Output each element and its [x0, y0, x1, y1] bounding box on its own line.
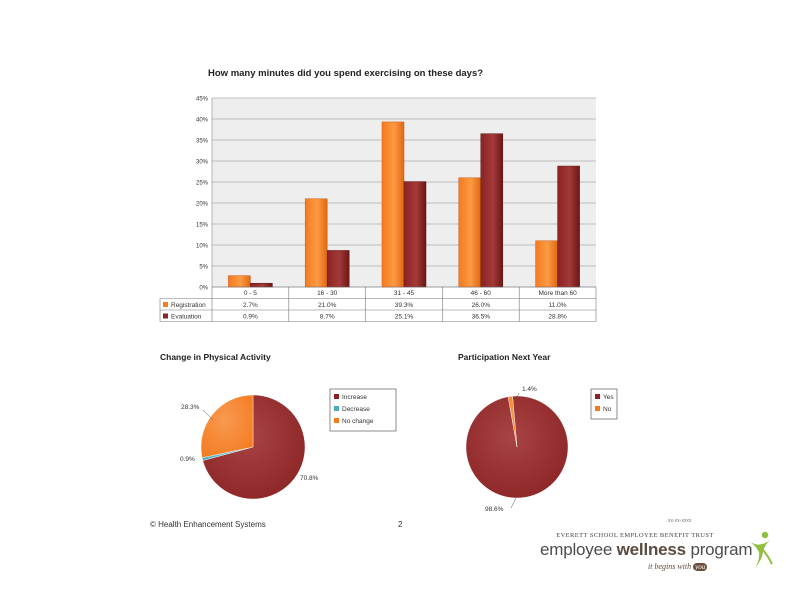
table-cell: 25.1%: [395, 314, 414, 321]
logo-name-part3: program: [685, 540, 753, 559]
pie1-slices: [200, 394, 306, 500]
bar-evaluation-2: [403, 181, 427, 288]
series-name: Registration: [171, 302, 206, 309]
table-cell: 26.0%: [472, 302, 491, 309]
pie2-title: Participation Next Year: [458, 352, 551, 362]
category-label: 46 - 60: [471, 290, 492, 297]
bar-registration-0: [228, 275, 251, 288]
logo-tagline-you: you: [693, 563, 708, 571]
table-cell: 2.7%: [243, 302, 258, 309]
pie-data-label: 98.6%: [485, 506, 504, 513]
bar-evaluation-4: [557, 165, 580, 288]
y-tick-label: 25%: [196, 181, 209, 187]
logo-figure-icon: [750, 531, 773, 568]
footer-note: xx-xx-xxxx: [668, 518, 692, 524]
legend-entry: Increase: [342, 394, 367, 401]
pie-data-label: 28.3%: [181, 404, 200, 411]
category-label: More than 60: [538, 290, 577, 297]
exercise-minutes-bar-chart: How many minutes did you spend exercisin…: [159, 68, 597, 322]
bar-chart-title: How many minutes did you spend exercisin…: [208, 68, 483, 79]
physical-activity-pie-chart: Change in Physical Activity 70.8% 0.9% 28.…: [160, 352, 397, 500]
legend-swatch: [334, 418, 339, 423]
table-cell: 28.8%: [548, 314, 567, 321]
bar-evaluation-0: [250, 282, 273, 288]
table-cell: 8.7%: [320, 314, 335, 321]
leader-line: [510, 497, 517, 509]
bar-registration-1: [304, 198, 328, 288]
logo-program-name: employee wellness program: [540, 540, 753, 560]
pie-data-label: 0.9%: [180, 456, 195, 463]
table-cell: 21.0%: [318, 302, 337, 309]
legend-swatch: [595, 394, 600, 399]
table-legend-key: [163, 302, 168, 307]
wellness-program-logo: EVERETT SCHOOL EMPLOYEE BENEFIT TRUST em…: [540, 531, 780, 582]
page-number: 2: [398, 520, 403, 529]
y-tick-label: 40%: [196, 118, 209, 124]
legend-entry: Decrease: [342, 406, 370, 413]
pie1-legend: Increase Decrease No change: [329, 388, 397, 432]
pie-slice-no-change: [200, 394, 254, 458]
category-label: 31 - 45: [394, 290, 415, 297]
bars: [228, 121, 580, 288]
logo-trust-name: EVERETT SCHOOL EMPLOYEE BENEFIT TRUST: [556, 532, 714, 539]
pie2-legend: Yes No: [590, 388, 618, 420]
y-tick-label: 15%: [196, 223, 209, 229]
logo-name-part2: wellness: [616, 540, 686, 559]
y-tick-label: 0%: [199, 286, 208, 292]
copyright-footer: © Health Enhancement Systems: [150, 520, 266, 529]
pie-data-label: 1.4%: [522, 386, 537, 393]
leader-line: [202, 409, 214, 421]
pie-data-label: 70.8%: [300, 475, 319, 482]
legend-swatch: [595, 406, 600, 411]
series-name: Evaluation: [171, 314, 202, 321]
legend-box: [590, 388, 618, 420]
table-cell: 36.5%: [472, 314, 491, 321]
table-cell: 11.0%: [549, 302, 567, 309]
pie-slice-increase: [202, 394, 306, 500]
y-tick-label: 45%: [196, 97, 209, 103]
table-cell: 0.9%: [243, 314, 258, 321]
y-tick-label: 5%: [199, 265, 208, 271]
y-tick-label: 30%: [196, 160, 209, 166]
y-tick-label: 10%: [196, 244, 209, 250]
pie1-title: Change in Physical Activity: [160, 352, 271, 362]
category-label: 0 - 5: [244, 290, 257, 297]
bar-registration-4: [535, 240, 558, 288]
legend-entry: No: [603, 406, 612, 413]
bar-registration-3: [458, 177, 482, 288]
bar-evaluation-1: [326, 250, 350, 288]
table-legend-key: [163, 313, 168, 319]
pie2-data-labels: 98.6% 1.4%: [485, 386, 537, 513]
legend-box: [329, 388, 397, 432]
bar-registration-2: [381, 121, 405, 288]
legend-entry: No change: [342, 418, 374, 425]
logo-tagline-text: it begins with: [648, 562, 694, 571]
logo-tagline: it begins with you: [648, 562, 708, 571]
pie-slice-no: [507, 395, 518, 448]
legend-entry: Yes: [603, 394, 614, 401]
participation-pie-chart: Participation Next Year 98.6% 1.4% Yes No: [458, 352, 618, 513]
leader-line: [515, 392, 520, 399]
pie1-data-labels: 70.8% 0.9% 28.3%: [180, 404, 319, 482]
y-tick-label: 20%: [196, 202, 209, 208]
y-tick-label: 35%: [196, 139, 209, 145]
data-table: 0 - 5 16 - 30 31 - 45 46 - 60 More than 60 Re…: [159, 286, 597, 322]
legend-swatch: [334, 406, 339, 411]
bar-evaluation-3: [480, 133, 504, 288]
y-axis-tick-labels: 0% 5% 10% 15% 20% 25% 30% 35% 40% 45%: [196, 97, 209, 292]
category-label: 16 - 30: [317, 290, 338, 297]
legend-swatch: [334, 394, 339, 399]
table-cell: 39.3%: [395, 302, 414, 309]
pie2-slices: [465, 395, 569, 499]
logo-name-part1: employee: [540, 540, 617, 559]
